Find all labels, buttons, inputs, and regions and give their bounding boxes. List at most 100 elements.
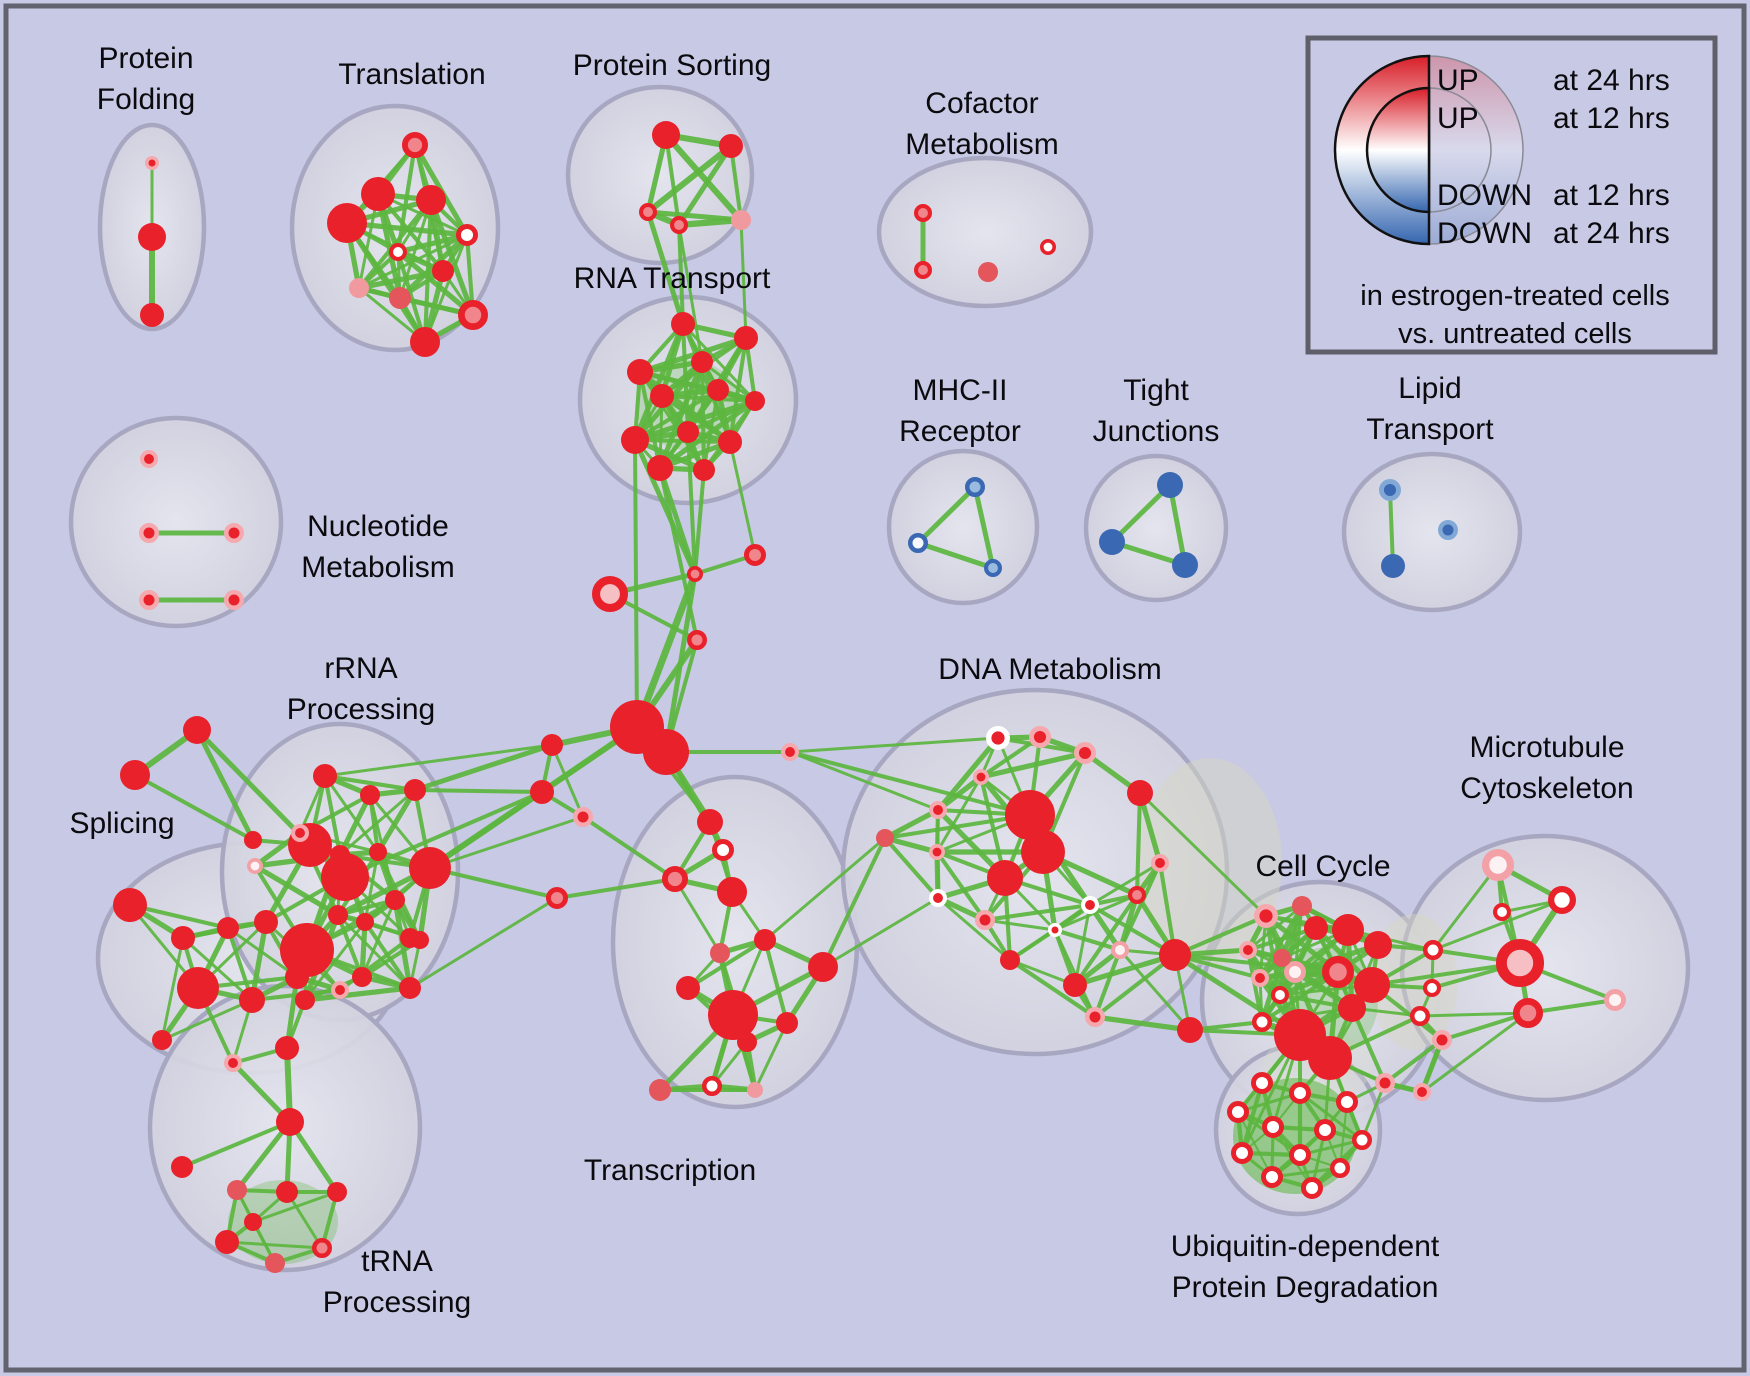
bridge-edge	[581, 815, 677, 881]
node	[410, 327, 440, 357]
cluster-label-splicing: Splicing	[69, 807, 174, 840]
edge	[1073, 903, 1092, 987]
bridge-edge	[728, 440, 757, 557]
cluster-label-microtubule-cytoskeleton: Microtubule	[1469, 731, 1624, 764]
node	[1283, 960, 1306, 983]
node	[718, 430, 742, 454]
node	[776, 1012, 798, 1034]
node	[328, 905, 348, 925]
node	[312, 1238, 332, 1258]
edge	[555, 877, 677, 900]
edge	[934, 849, 988, 923]
node	[1253, 904, 1278, 929]
node	[986, 726, 1011, 751]
node	[670, 215, 689, 234]
edge	[882, 807, 941, 841]
cluster-label-microtubule-cytoskeleton: Cytoskeleton	[1460, 772, 1633, 805]
node	[360, 785, 380, 805]
node	[1481, 848, 1514, 881]
node	[1252, 1012, 1272, 1032]
node	[215, 1230, 239, 1254]
node	[717, 877, 747, 907]
cluster-ellipse-tight-junctions	[1083, 453, 1229, 603]
edge	[1087, 902, 1178, 958]
node	[1493, 903, 1512, 922]
node	[652, 121, 680, 149]
node	[747, 1082, 763, 1098]
cluster-label-cell-cycle: Cell Cycle	[1255, 850, 1390, 883]
cluster-label-tight-junctions: Tight	[1123, 374, 1189, 407]
node	[1381, 554, 1405, 578]
node	[1081, 896, 1100, 915]
edge	[338, 788, 417, 857]
node	[1513, 998, 1543, 1028]
edge	[632, 321, 686, 443]
cluster-label-transcription: Transcription	[584, 1154, 756, 1187]
node	[978, 262, 998, 282]
bridge-edge	[658, 466, 699, 642]
cluster-label-protein-sorting: Protein Sorting	[573, 49, 771, 82]
edge	[180, 1120, 292, 1169]
edge	[1092, 947, 1123, 1020]
node	[352, 967, 372, 987]
edge	[935, 775, 983, 854]
bridge-edge	[788, 736, 1000, 754]
bridge-edge	[412, 742, 555, 793]
node	[1127, 780, 1153, 806]
node	[754, 929, 776, 951]
bridge-edge	[1420, 1011, 1530, 1094]
node	[276, 1108, 304, 1136]
node	[591, 575, 628, 612]
node	[908, 533, 928, 553]
cluster-label-nucleotide-metabolism: Nucleotide	[307, 510, 449, 543]
node	[239, 987, 265, 1013]
figure-border	[3, 3, 1747, 1373]
cluster-ellipse-protein-sorting	[565, 84, 755, 266]
edge	[1092, 1014, 1193, 1033]
node	[1288, 1143, 1311, 1166]
node	[1261, 1115, 1284, 1138]
cluster-label-cofactor-metabolism: Metabolism	[905, 128, 1058, 161]
edge	[287, 1119, 340, 1195]
node	[1338, 994, 1366, 1022]
edge	[302, 985, 413, 1003]
legend-direction-label: UP	[1437, 102, 1479, 135]
edge	[664, 133, 681, 227]
node	[1375, 1073, 1395, 1093]
legend-inner-half-12hrs	[1365, 86, 1431, 214]
cluster-ellipse-cofactor-metabolism	[876, 155, 1094, 309]
node	[781, 743, 800, 762]
node	[399, 977, 421, 999]
node	[643, 729, 689, 775]
node	[1288, 1081, 1311, 1104]
edge	[160, 936, 185, 1042]
node	[731, 210, 751, 230]
bridge-edge	[821, 896, 940, 969]
edge	[1117, 892, 1140, 953]
node	[1332, 914, 1364, 946]
node	[1330, 1158, 1350, 1178]
edge	[1052, 927, 1123, 953]
cluster-label-lipid-transport: Lipid	[1398, 372, 1461, 405]
edge	[676, 143, 734, 228]
node	[808, 952, 838, 982]
node	[693, 459, 715, 481]
edge	[681, 322, 757, 403]
cluster-label-tight-junctions: Junctions	[1093, 415, 1220, 448]
node	[244, 831, 262, 849]
edge	[729, 144, 743, 222]
node	[1438, 520, 1458, 540]
bridge-edge	[194, 727, 313, 848]
edge	[550, 743, 585, 819]
edge	[133, 773, 255, 842]
legend-direction-label: UP	[1437, 64, 1479, 97]
edge	[675, 216, 745, 229]
node	[177, 967, 219, 1009]
node	[707, 379, 729, 401]
node	[1260, 1165, 1283, 1188]
bridge-edge	[633, 438, 639, 729]
node	[649, 1079, 671, 1101]
node	[330, 845, 350, 865]
node	[972, 768, 989, 785]
